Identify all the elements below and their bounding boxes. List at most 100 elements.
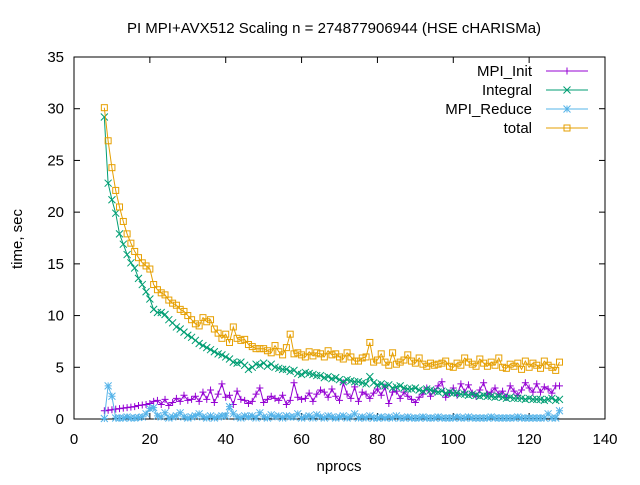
data-point — [222, 393, 230, 401]
data-point — [404, 392, 412, 400]
data-point — [184, 396, 192, 404]
axes: 0 20 40 60 80 100 120 140 0 5 10 15 20 25 30 35 — [47, 49, 617, 448]
data-point — [278, 365, 287, 374]
data-point — [487, 413, 496, 421]
data-point — [343, 390, 351, 398]
data-point — [499, 363, 507, 371]
data-point — [134, 402, 142, 410]
y-tick-label: 5 — [56, 359, 64, 376]
data-point — [176, 305, 184, 313]
data-point — [480, 379, 488, 387]
data-point — [134, 254, 142, 262]
data-point — [525, 414, 533, 422]
x-tick-label: 60 — [293, 431, 310, 448]
series-mpi-reduce — [100, 382, 564, 423]
data-point — [457, 414, 465, 422]
data-point — [241, 335, 249, 343]
data-point — [313, 349, 321, 357]
data-point — [499, 387, 507, 395]
x-tick-label: 80 — [369, 431, 386, 448]
data-point — [127, 258, 135, 267]
data-point — [172, 323, 181, 331]
data-point — [297, 414, 306, 422]
data-point — [491, 414, 499, 422]
data-point — [415, 414, 424, 422]
data-point — [518, 365, 526, 373]
data-point — [358, 388, 366, 396]
data-point — [255, 408, 264, 417]
data-point — [131, 247, 139, 255]
data-point — [544, 409, 552, 418]
data-point — [457, 380, 465, 388]
data-point — [138, 401, 146, 409]
data-point — [142, 401, 150, 409]
data-point — [130, 264, 139, 272]
data-point — [248, 397, 256, 405]
data-point — [142, 409, 150, 418]
data-point — [267, 349, 275, 357]
data-point — [407, 414, 416, 422]
data-point — [226, 338, 234, 346]
data-point — [263, 395, 271, 403]
data-point — [510, 414, 518, 422]
data-point — [351, 357, 359, 365]
data-point — [336, 353, 343, 361]
data-point — [419, 387, 427, 395]
data-point — [438, 378, 446, 386]
data-point — [483, 362, 491, 370]
data-point — [241, 396, 249, 404]
data-point — [142, 287, 150, 296]
x-tick-label: 140 — [592, 431, 617, 448]
data-point — [157, 308, 166, 317]
data-point — [445, 362, 453, 370]
data-point — [529, 359, 537, 367]
data-point — [286, 413, 295, 421]
data-point — [199, 314, 207, 322]
data-point — [172, 301, 180, 309]
data-point — [260, 345, 268, 353]
data-point — [419, 413, 427, 421]
data-point — [206, 412, 215, 420]
data-point — [430, 414, 439, 422]
data-point — [252, 414, 260, 422]
data-point — [331, 414, 340, 422]
data-point — [365, 412, 374, 420]
data-point — [290, 350, 298, 358]
data-point — [229, 323, 237, 331]
data-point — [263, 347, 271, 355]
data-point — [354, 397, 362, 405]
data-point — [116, 405, 124, 413]
data-point — [510, 387, 518, 395]
data-point — [146, 404, 154, 413]
data-point — [282, 344, 290, 352]
data-point — [335, 413, 344, 421]
x-axis-label: nprocs — [316, 458, 361, 475]
data-point — [434, 382, 442, 390]
y-tick-label: 25 — [47, 152, 64, 169]
data-point — [324, 372, 332, 381]
data-point — [468, 414, 477, 422]
data-point — [248, 412, 257, 420]
data-point — [317, 386, 325, 394]
data-point — [320, 414, 329, 422]
data-point — [195, 322, 203, 330]
data-point — [100, 414, 109, 423]
data-point — [203, 395, 211, 403]
legend-item: total — [504, 120, 588, 137]
data-point — [157, 289, 165, 297]
data-point — [320, 388, 328, 396]
y-axis-label: time, sec — [9, 208, 26, 269]
data-point — [225, 402, 234, 411]
data-point — [377, 391, 385, 399]
chart-title: PI MPI+AVX512 Scaling n = 274877906944 (… — [127, 20, 541, 37]
data-point — [389, 349, 397, 357]
data-point — [362, 390, 370, 398]
data-point — [415, 354, 423, 362]
data-point — [248, 343, 256, 351]
data-point — [309, 397, 317, 405]
legend-label: Integral — [482, 82, 532, 99]
data-point — [370, 389, 378, 397]
data-point — [483, 392, 492, 401]
data-point — [244, 399, 252, 407]
data-point — [290, 379, 298, 387]
